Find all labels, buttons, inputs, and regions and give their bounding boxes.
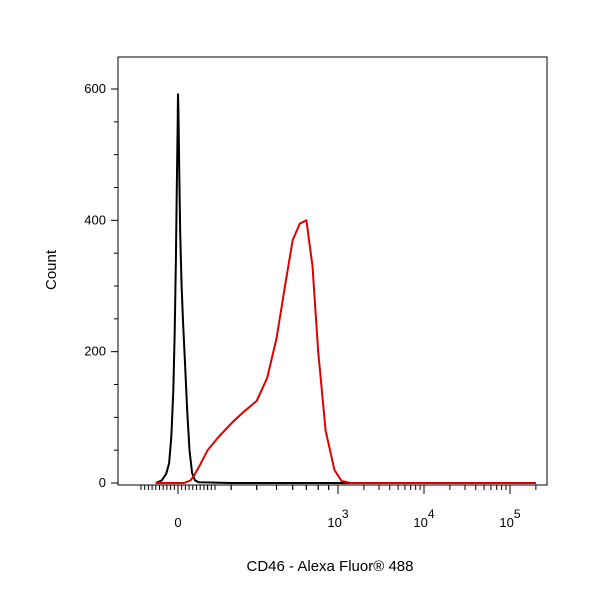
x-tick-label: 0 bbox=[174, 515, 181, 530]
y-tick-label: 0 bbox=[99, 475, 106, 490]
y-tick-label: 400 bbox=[84, 212, 106, 227]
y-tick-label: 200 bbox=[84, 344, 106, 359]
y-axis: 0 200 400 600 bbox=[84, 81, 118, 490]
x-tick-label: 104 bbox=[413, 507, 434, 530]
series-layer bbox=[155, 93, 536, 484]
plot-frame bbox=[117, 56, 548, 486]
x-tick-label: 105 bbox=[499, 507, 520, 530]
series-line-black bbox=[155, 93, 536, 484]
x-axis: 0 103 104 105 bbox=[140, 485, 537, 530]
series-line-red bbox=[155, 219, 536, 484]
y-tick-label: 600 bbox=[84, 81, 106, 96]
y-axis-title: Count bbox=[43, 249, 60, 290]
x-tick-label: 103 bbox=[327, 507, 348, 530]
x-axis-title: CD46 - Alexa Fluor® 488 bbox=[247, 558, 414, 575]
